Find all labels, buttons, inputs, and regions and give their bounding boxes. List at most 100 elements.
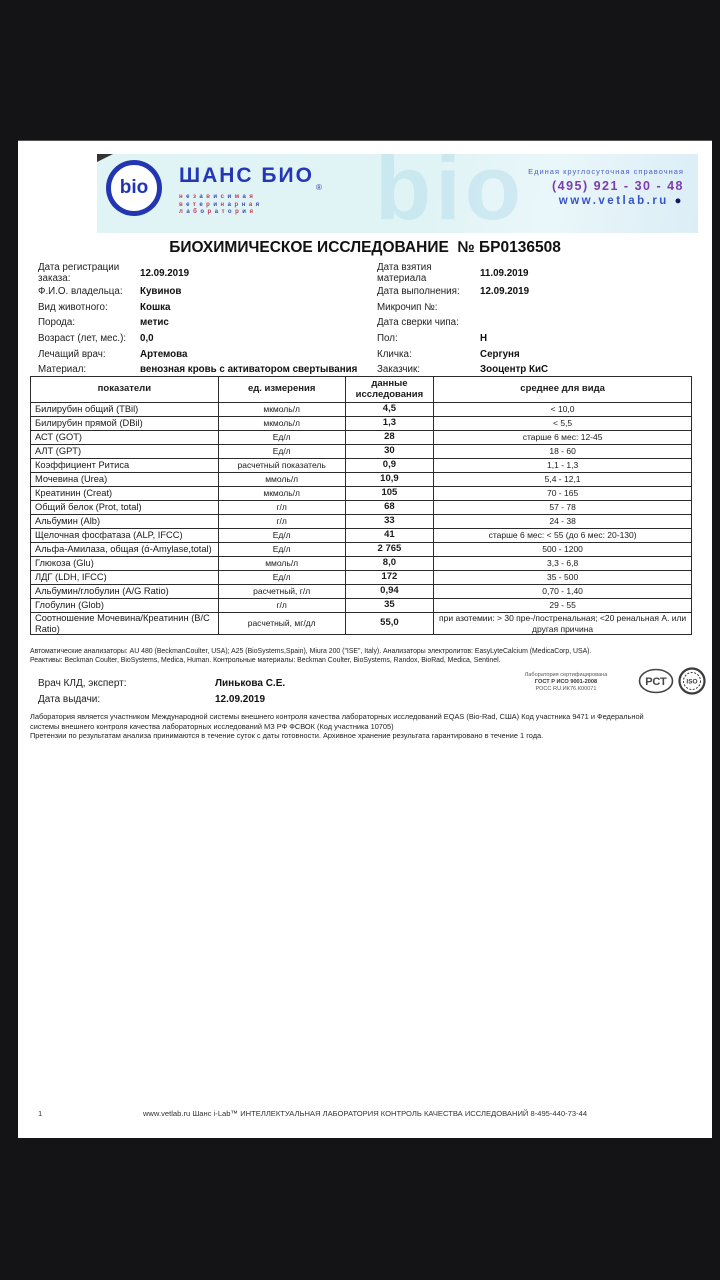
info-row: Пол: Н: [377, 331, 697, 347]
parameter-value: 55,0: [344, 612, 435, 635]
col-header-parameter: показатели: [30, 376, 219, 403]
certification-line1: Лаборатория сертифицирована: [524, 672, 608, 678]
doctor-value: Линькова С.Е.: [215, 677, 286, 689]
parameter-value: 35: [344, 598, 435, 613]
info-value: Артемова: [140, 348, 188, 360]
info-value: Сергуня: [480, 348, 520, 360]
rst-certification-icon: РСТ: [638, 668, 674, 694]
info-row: Заказчик: Зооцентр КиС: [377, 362, 697, 378]
info-label: Ф.И.О. владельца:: [38, 286, 123, 298]
info-label: Порода:: [38, 317, 76, 329]
table-row: Глюкоза (Glu) ммоль/л 8,0 3,3 - 6,8: [30, 556, 692, 571]
info-row: Возраст (лет, мес.): 0,0: [38, 331, 368, 347]
parameter-name: АСТ (GOT): [30, 430, 219, 445]
disclaimer-text: Лаборатория является участником Междунар…: [30, 712, 700, 741]
doctor-label: Врач КЛД, эксперт:: [38, 677, 127, 689]
table-row: Альбумин (Alb) г/л 33 24 - 38: [30, 514, 692, 529]
info-label: Дата выполнения:: [377, 286, 460, 298]
analyzers-note: Автоматические анализаторы: AU 480 (Beck…: [30, 647, 695, 665]
parameter-unit: мкмоль/л: [217, 416, 346, 431]
parameter-unit: расчетный, г/л: [217, 584, 346, 599]
parameter-value: 41: [344, 528, 435, 543]
info-row: Дата взятия материала 11.09.2019: [377, 262, 697, 284]
document-title: БИОХИМИЧЕСКОЕ ИССЛЕДОВАНИЕ № БР0136508: [169, 239, 561, 256]
parameter-reference-range: 500 - 1200: [433, 542, 692, 557]
certification-logos: РСТ ISO: [638, 667, 706, 695]
parameter-unit: мкмоль/л: [217, 402, 346, 417]
info-row: Дата регистрации заказа: 12.09.2019: [38, 262, 368, 284]
doctor-block: Врач КЛД, эксперт: Линькова С.Е. Дата вы…: [38, 675, 458, 707]
table-row: Общий белок (Prot, total) г/л 68 57 - 78: [30, 500, 692, 515]
info-label: Дата взятия материала: [377, 262, 432, 284]
col-header-reference: среднее для вида: [433, 376, 692, 403]
parameter-name: Соотношение Мочевина/Креатинин (B/C Rati…: [30, 612, 219, 635]
col-header-result: данные исследования: [344, 376, 435, 403]
parameter-value: 10,9: [344, 472, 435, 487]
info-value: Кошка: [140, 301, 171, 313]
contact-website: www.vetlab.ru ●: [528, 195, 684, 207]
parameter-name: Общий белок (Prot, total): [30, 500, 219, 515]
info-value: 12.09.2019: [480, 286, 530, 298]
results-table: показатели ед. измерения данные исследов…: [30, 376, 692, 635]
results-table-body: Билирубин общий (TBil) мкмоль/л 4,5 < 10…: [30, 402, 692, 635]
results-table-header: показатели ед. измерения данные исследов…: [30, 376, 692, 403]
info-row: Лечащий врач: Артемова: [38, 346, 368, 362]
iso-certification-icon: ISO: [678, 667, 706, 695]
info-label: Кличка:: [377, 348, 412, 360]
info-label: Микрочип №:: [377, 301, 438, 313]
parameter-name: Глобулин (Glob): [30, 598, 219, 613]
info-row: Дата сверки чипа:: [377, 315, 697, 331]
analyzers-note-line: Автоматические анализаторы: AU 480 (Beck…: [30, 648, 592, 655]
parameter-name: Альфа-Амилаза, общая (ά-Amylase,total): [30, 542, 219, 557]
lab-report-page: bio bio ШАНС БИО® независимая ветеринарна…: [18, 140, 712, 1138]
parameter-value: 172: [344, 570, 435, 585]
parameter-reference-range: 1,1 - 1,3: [433, 458, 692, 473]
parameter-name: Мочевина (Urea): [30, 472, 219, 487]
brand-subtitle-line: ветеринарная: [179, 201, 263, 208]
table-row: АСТ (GOT) Ед/л 28 старше 6 мес: 12-45: [30, 430, 692, 445]
parameter-reference-range: 29 - 55: [433, 598, 692, 613]
info-label: Лечащий врач:: [38, 348, 106, 360]
parameter-value: 33: [344, 514, 435, 529]
parameter-name: Креатинин (Creat): [30, 486, 219, 501]
parameter-reference-range: 5,4 - 12,1: [433, 472, 692, 487]
parameter-name: Билирубин прямой (DBil): [30, 416, 219, 431]
info-label: Дата регистрации заказа:: [38, 262, 120, 284]
parameter-reference-range: при азотемии: > 30 пре-/постренальная; <…: [433, 612, 692, 635]
doctor-row: Дата выдачи: 12.09.2019: [38, 691, 458, 707]
website-url: www.vetlab.ru: [558, 195, 669, 207]
svg-text:ISO: ISO: [686, 679, 697, 686]
parameter-reference-range: 3,3 - 6,8: [433, 556, 692, 571]
info-value: Зооцентр КиС: [480, 364, 549, 376]
table-row: Креатинин (Creat) мкмоль/л 105 70 - 165: [30, 486, 692, 501]
table-row: АЛТ (GPT) Ед/л 30 18 - 60: [30, 444, 692, 459]
table-row: Билирубин общий (TBil) мкмоль/л 4,5 < 10…: [30, 402, 692, 417]
bio-logo-text: bio: [111, 165, 157, 211]
parameter-name: АЛТ (GPT): [30, 444, 219, 459]
table-row: Соотношение Мочевина/Креатинин (B/C Rati…: [30, 612, 692, 635]
bio-logo-icon: bio: [106, 160, 162, 216]
parameter-value: 8,0: [344, 556, 435, 571]
contact-block: Единая круглосуточная справочная (495) 9…: [528, 167, 684, 207]
parameter-unit: расчетный показатель: [217, 458, 346, 473]
parameter-unit: г/л: [217, 514, 346, 529]
parameter-unit: Ед/л: [217, 542, 346, 557]
parameter-reference-range: 18 - 60: [433, 444, 692, 459]
parameter-unit: г/л: [217, 598, 346, 613]
parameter-reference-range: 0,70 - 1,40: [433, 584, 692, 599]
certification-line2: ГОСТ Р ИСО 9001-2008: [534, 679, 598, 685]
parameter-name: ЛДГ (LDH, IFCC): [30, 570, 219, 585]
brand-subtitle-line: независимая: [179, 194, 257, 200]
info-row: Материал: венозная кровь с активатором с…: [38, 362, 368, 378]
patient-info-right: Дата взятия материала 11.09.2019 Дата вы…: [377, 262, 697, 378]
parameter-unit: Ед/л: [217, 570, 346, 585]
parameter-value: 2 765: [344, 542, 435, 557]
registered-trademark-icon: ®: [315, 183, 322, 192]
parameter-name: Коэффициент Ритиса: [30, 458, 219, 473]
disclaimer-line: Лаборатория является участником Междунар…: [30, 712, 644, 721]
doctor-label: Дата выдачи:: [38, 693, 101, 705]
info-value: Кувинов: [140, 286, 182, 298]
bullet-icon: ●: [674, 195, 684, 207]
parameter-unit: ммоль/л: [217, 472, 346, 487]
scan-notch-decoration: [97, 154, 113, 162]
